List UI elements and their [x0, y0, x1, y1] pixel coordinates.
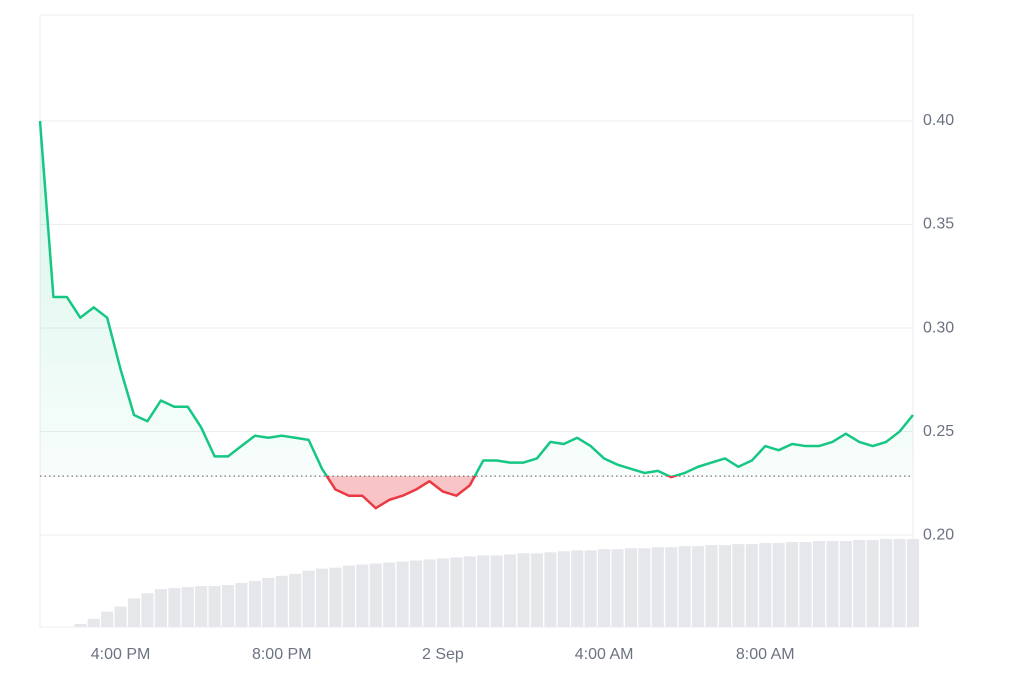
- volume-bar: [517, 553, 530, 627]
- volume-bar: [87, 618, 100, 627]
- volume-bar: [195, 586, 208, 627]
- volume-bar: [799, 542, 812, 627]
- volume-bar: [638, 548, 651, 627]
- volume-bar: [101, 611, 114, 627]
- volume-bar: [168, 588, 181, 627]
- y-tick-label: 0.35: [923, 216, 954, 233]
- y-tick-label: 0.30: [923, 319, 954, 336]
- volume-bar: [826, 541, 839, 627]
- volume-bar: [598, 549, 611, 627]
- volume-bar: [141, 593, 154, 627]
- volume-bar: [369, 563, 382, 627]
- volume-bar: [745, 544, 758, 627]
- volume-bar: [490, 555, 503, 627]
- volume-bar: [530, 553, 543, 627]
- volume-bar: [396, 561, 409, 627]
- volume-bar: [786, 542, 799, 627]
- volume-bar: [302, 570, 315, 627]
- volume-bar: [571, 550, 584, 627]
- volume-bar: [504, 554, 517, 627]
- x-tick-label: 2 Sep: [422, 646, 464, 663]
- y-tick-label: 0.20: [923, 526, 954, 543]
- price-line: [38, 120, 914, 510]
- volume-bar: [342, 565, 355, 627]
- volume-bar: [275, 575, 288, 627]
- volume-bar: [423, 559, 436, 627]
- volume-bar: [839, 541, 852, 627]
- volume-bar: [880, 539, 893, 627]
- volume-bar: [678, 546, 691, 627]
- volume-bar: [893, 539, 906, 627]
- volume-bar: [289, 573, 302, 627]
- volume-bar: [127, 598, 141, 627]
- x-tick-label: 4:00 PM: [91, 646, 151, 663]
- volume-bar: [866, 540, 879, 627]
- volume-bar: [181, 587, 194, 627]
- x-tick-label: 8:00 AM: [736, 646, 795, 663]
- volume-bar: [383, 562, 396, 627]
- volume-bar: [74, 623, 87, 627]
- volume-bar: [221, 585, 235, 627]
- volume-bar: [584, 550, 597, 627]
- volume-bar: [718, 545, 732, 627]
- volume-bar: [611, 549, 624, 627]
- volume-bar: [356, 564, 369, 627]
- volume-bar: [759, 543, 772, 627]
- area-fill: [40, 121, 913, 509]
- volume-bar: [235, 583, 248, 627]
- volume-bar: [665, 547, 678, 627]
- volume-bar: [248, 580, 261, 627]
- y-tick-label: 0.25: [923, 423, 954, 440]
- volume-bar: [705, 545, 718, 627]
- volume-bar: [410, 560, 423, 627]
- volume-bar: [624, 548, 637, 627]
- volume-bar: [477, 555, 490, 627]
- x-tick-label: 4:00 AM: [575, 646, 634, 663]
- volume-bar: [154, 589, 167, 627]
- volume-bar: [772, 543, 785, 627]
- x-tick-label: 8:00 PM: [252, 646, 312, 663]
- y-tick-label: 0.40: [923, 112, 954, 129]
- volume-bar: [329, 567, 342, 627]
- volume-bar: [692, 546, 705, 627]
- volume-bar: [436, 558, 449, 627]
- volume-bar: [651, 547, 664, 627]
- volume-bar: [450, 557, 463, 627]
- volume-bar: [732, 544, 745, 627]
- volume-bar: [544, 552, 557, 627]
- volume-bar: [853, 540, 866, 627]
- volume-bar: [906, 539, 920, 627]
- volume-bar: [316, 568, 329, 627]
- volume-bar: [262, 577, 275, 627]
- volume-bar: [463, 556, 476, 627]
- volume-bar: [208, 586, 221, 627]
- volume-bar: [114, 606, 127, 627]
- volume-bar: [557, 551, 570, 627]
- volume-bar: [812, 541, 826, 627]
